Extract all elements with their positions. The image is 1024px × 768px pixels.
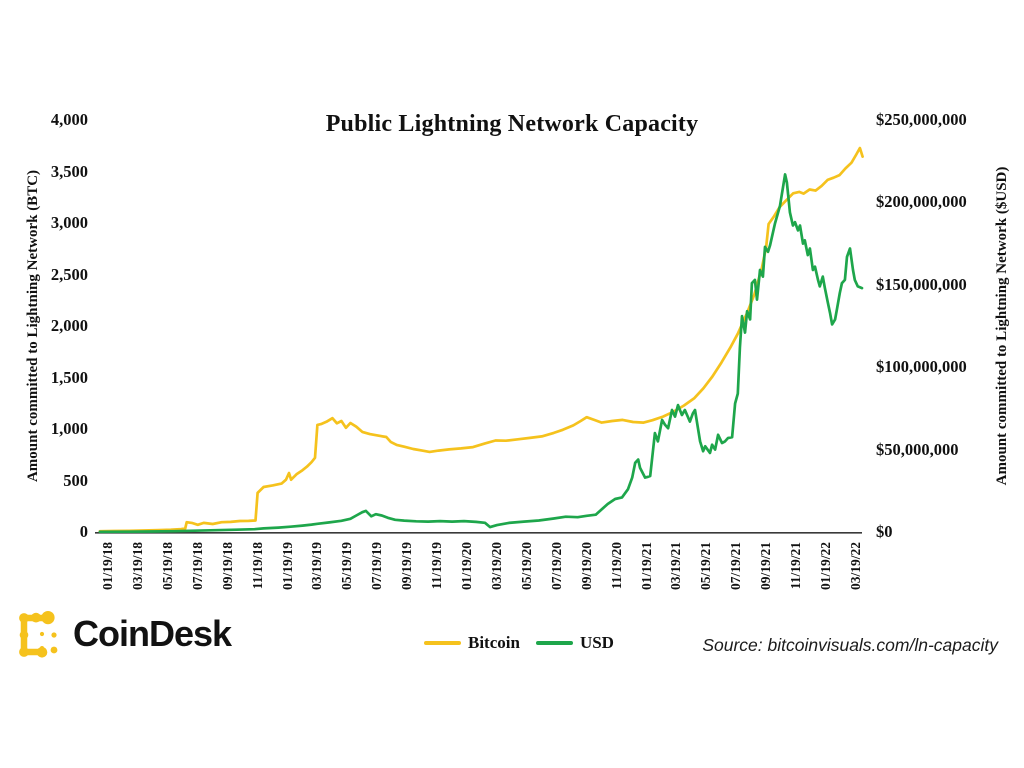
x-axis-tick: 05/19/18 bbox=[159, 542, 175, 591]
x-axis-tick: 01/19/18 bbox=[100, 542, 115, 591]
x-axis-tick: 07/19/20 bbox=[548, 542, 564, 591]
x-axis-tick: 11/19/19 bbox=[429, 542, 445, 590]
x-axis-tick: 07/19/18 bbox=[189, 542, 205, 591]
left-axis-tick: 500 bbox=[63, 470, 88, 490]
left-axis-tick: 2,500 bbox=[50, 264, 88, 284]
x-axis-tick: 11/19/18 bbox=[249, 542, 265, 590]
x-axis-tick: 01/19/19 bbox=[279, 542, 295, 591]
right-axis-tick: $250,000,000 bbox=[876, 110, 967, 129]
right-axis-tick: $50,000,000 bbox=[876, 439, 959, 459]
left-axis-tick: 0 bbox=[79, 522, 88, 541]
series-layer bbox=[98, 146, 864, 534]
coindesk-wordmark: CoinDesk bbox=[73, 613, 232, 654]
left-axis-tick: 3,000 bbox=[50, 213, 88, 232]
x-axis-tick: 11/19/20 bbox=[608, 542, 624, 590]
x-axis-tick: 05/19/21 bbox=[698, 542, 714, 591]
legend-item-usd: USD bbox=[535, 633, 614, 653]
right-axis-tick: $0 bbox=[876, 522, 893, 541]
legend: Bitcoin USD bbox=[424, 633, 614, 653]
legend-item-bitcoin: Bitcoin bbox=[424, 633, 520, 653]
x-axis-tick: 09/19/20 bbox=[578, 542, 594, 591]
bitcoin-series-line bbox=[98, 146, 864, 533]
legend-label: USD bbox=[579, 633, 614, 652]
source-note: Source: bitcoinvisuals.com/ln-capacity bbox=[702, 635, 998, 655]
x-axis-tick: 05/19/19 bbox=[339, 542, 355, 591]
left-axis-tick: 3,500 bbox=[50, 161, 88, 181]
right-axis-tick: $200,000,000 bbox=[876, 192, 967, 212]
x-axis-tick: 09/19/19 bbox=[399, 542, 415, 591]
right-axis-tick: $100,000,000 bbox=[876, 357, 967, 377]
x-axis-tick: 09/19/18 bbox=[219, 542, 235, 591]
right-axis-tick: $150,000,000 bbox=[876, 274, 967, 294]
x-axis-tick: 01/19/22 bbox=[818, 542, 834, 591]
x-axis-tick: 07/19/19 bbox=[369, 542, 385, 591]
x-axis-tick: 01/19/21 bbox=[638, 542, 654, 591]
legend-swatch-bitcoin bbox=[424, 641, 461, 645]
x-axis-tick: 07/19/21 bbox=[728, 542, 744, 591]
left-axis-tick: 4,000 bbox=[50, 110, 88, 129]
legend-label: Bitcoin bbox=[468, 633, 520, 652]
left-axis-tick: 2,000 bbox=[50, 316, 88, 335]
left-axis-tick: 1,500 bbox=[50, 367, 88, 387]
x-axis-tick: 03/19/20 bbox=[488, 542, 504, 591]
x-axis-tick: 03/19/19 bbox=[309, 542, 325, 591]
left-axis-tick: 1,000 bbox=[50, 419, 88, 438]
coindesk-dots-mark-icon bbox=[19, 611, 58, 658]
x-axis-tick: 03/19/22 bbox=[848, 542, 863, 591]
right-axis-title: Amount committed to Lightning Network ($… bbox=[994, 166, 1010, 486]
x-axis-tick: 05/19/20 bbox=[518, 542, 534, 591]
coindesk-logo: CoinDesk bbox=[15, 609, 232, 659]
x-axis-tick: 09/19/21 bbox=[758, 542, 774, 591]
x-axis-tick: 03/19/21 bbox=[668, 542, 684, 591]
legend-swatch-usd bbox=[535, 641, 573, 645]
x-axis-tick: 01/19/20 bbox=[459, 542, 475, 591]
x-axis-tick: 03/19/18 bbox=[129, 542, 145, 591]
x-axis-tick: 11/19/21 bbox=[788, 542, 804, 590]
usd-series-line bbox=[98, 173, 864, 534]
page-title: Public Lightning Network Capacity bbox=[325, 111, 699, 137]
